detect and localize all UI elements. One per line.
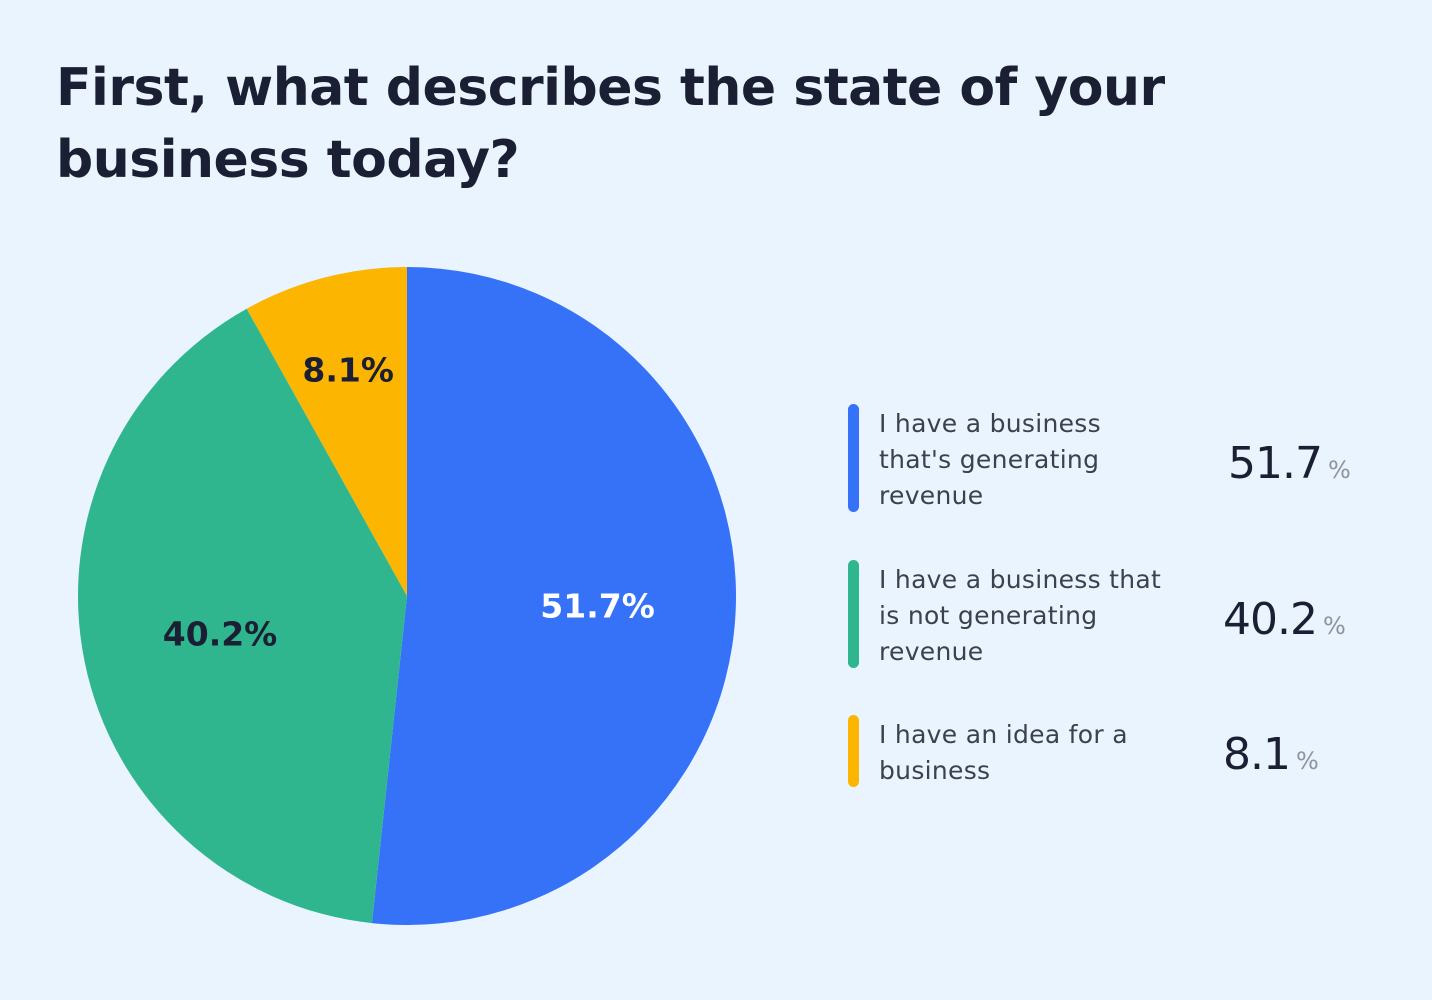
legend-value-revenue: 51.7% [1228, 438, 1351, 489]
legend-unit-idea: % [1295, 747, 1319, 775]
chart-title: First, what describes the state of your … [56, 58, 1165, 190]
legend-number-idea: 8.1 [1223, 729, 1291, 780]
legend-unit-not-revenue: % [1322, 612, 1346, 640]
legend-number-not-revenue: 40.2 [1223, 594, 1318, 645]
legend-swatch-not-revenue [848, 560, 859, 668]
legend-label-revenue: I have a business that's generating reve… [879, 409, 1101, 510]
legend-unit-revenue: % [1327, 456, 1351, 484]
pie-slice-idea [246, 267, 407, 596]
legend-value-not-revenue: 40.2% [1223, 594, 1346, 645]
legend-number-revenue: 51.7 [1228, 438, 1323, 489]
pie-label-not-revenue: 40.2% [163, 615, 278, 654]
pie-slice-revenue [371, 267, 736, 925]
legend-value-idea: 8.1% [1223, 729, 1319, 780]
legend-swatch-revenue [848, 404, 859, 512]
pie-label-idea: 8.1% [302, 350, 394, 389]
legend-label-idea: I have an idea for a business [879, 720, 1128, 785]
pie-label-revenue: 51.7% [540, 587, 655, 626]
pie-slice-not-revenue [77, 308, 408, 924]
legend-swatch-idea [848, 715, 859, 787]
legend-label-not-revenue: I have a business that is not generating… [879, 565, 1162, 666]
